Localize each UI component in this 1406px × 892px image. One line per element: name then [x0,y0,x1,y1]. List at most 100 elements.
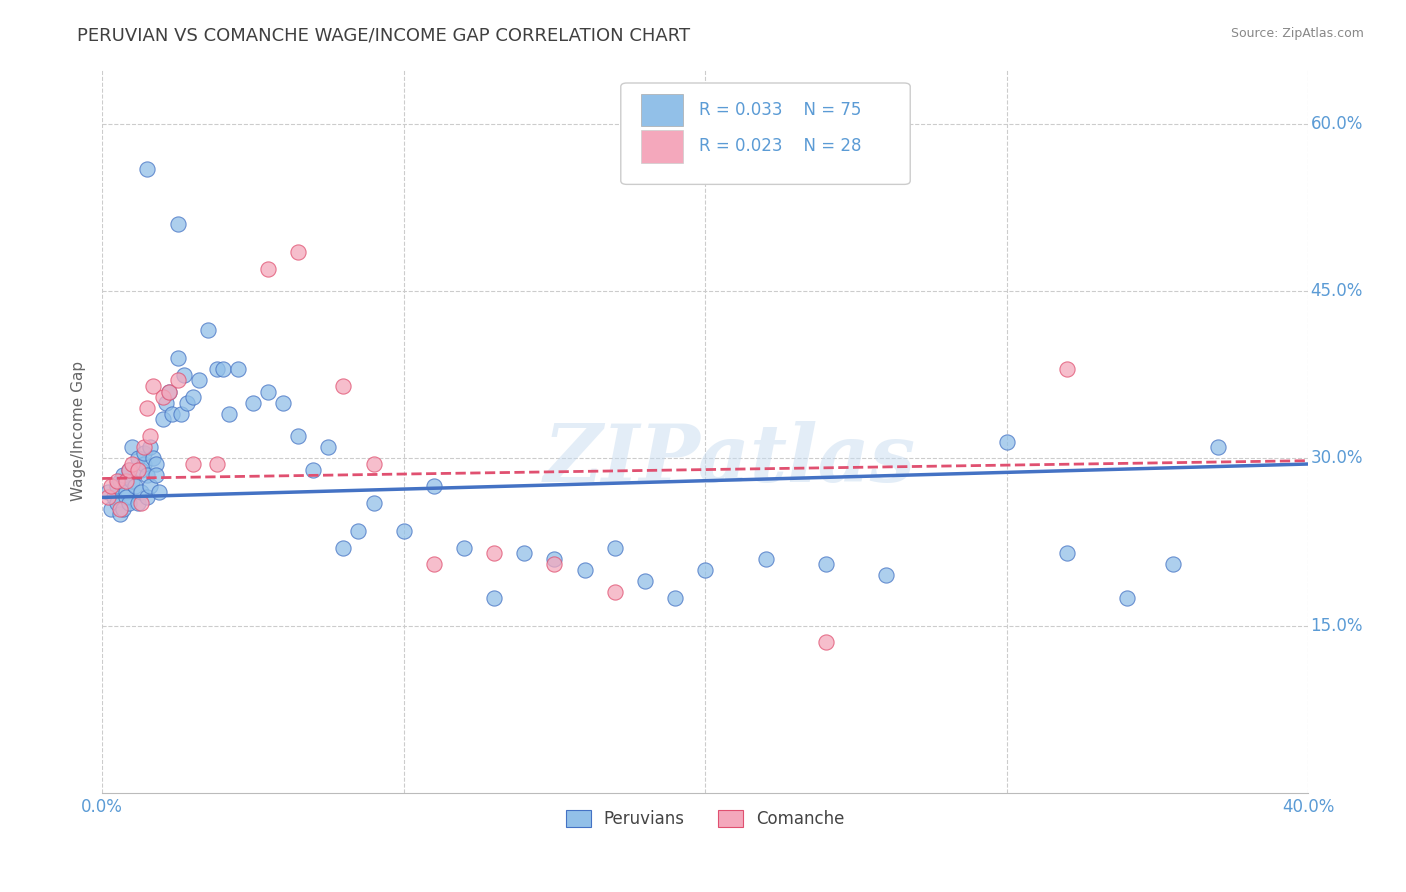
Point [173,368,195,382]
Point [332,541,354,555]
Point [127,462,149,476]
Point [139,479,162,493]
Point [754,551,776,566]
Point [142,451,165,466]
Point [142,379,165,393]
Point [115,474,138,488]
Point [363,496,385,510]
Point [105,474,128,488]
Point [181,390,204,404]
Point [166,374,188,388]
Point [634,574,657,588]
FancyBboxPatch shape [621,83,910,185]
Point [134,446,156,460]
Point [157,384,180,399]
Point [115,484,138,499]
Point [124,479,146,493]
Point [103,491,125,505]
Point [166,351,188,366]
Point [100,479,122,493]
Point [97,484,120,499]
Point [211,362,233,376]
Point [875,568,897,582]
Point [205,362,228,376]
Point [814,558,837,572]
Point [139,440,162,454]
Point [148,484,170,499]
Point [482,591,505,605]
Point [543,551,565,566]
Point [187,374,209,388]
Point [166,218,188,232]
Point [105,496,128,510]
Point [100,501,122,516]
Point [1206,440,1229,454]
Point [603,541,626,555]
Point [423,479,446,493]
Text: Source: ZipAtlas.com: Source: ZipAtlas.com [1230,27,1364,40]
Point [392,524,415,538]
Point [115,491,138,505]
Point [118,462,141,476]
Point [318,440,340,454]
Point [1056,546,1078,560]
Text: PERUVIAN VS COMANCHE WAGE/INCOME GAP CORRELATION CHART: PERUVIAN VS COMANCHE WAGE/INCOME GAP COR… [77,27,690,45]
Point [121,440,143,454]
Point [131,484,153,499]
Point [136,491,159,505]
Point [181,457,204,471]
Text: 30.0%: 30.0% [1310,450,1362,467]
Point [136,468,159,483]
Point [152,390,174,404]
Point [1116,591,1139,605]
Point [160,407,183,421]
Point [136,401,159,416]
Point [543,558,565,572]
Point [482,546,505,560]
Point [242,395,264,409]
Point [1056,362,1078,376]
Point [110,501,132,516]
Text: 15.0%: 15.0% [1310,616,1362,634]
Point [513,546,536,560]
Point [664,591,686,605]
Point [139,429,162,443]
Text: ZIPatlas: ZIPatlas [543,421,915,499]
Point [302,462,325,476]
Legend: Peruvians, Comanche: Peruvians, Comanche [558,804,852,835]
Point [134,457,156,471]
Point [97,491,120,505]
Point [105,479,128,493]
Point [287,245,309,260]
Y-axis label: Wage/Income Gap: Wage/Income Gap [72,360,86,500]
Point [121,457,143,471]
Text: 60.0%: 60.0% [1310,115,1362,133]
Point [134,440,156,454]
Point [197,323,219,337]
Point [363,457,385,471]
Point [995,434,1018,449]
Point [169,407,191,421]
Point [112,468,135,483]
Text: 45.0%: 45.0% [1310,283,1362,301]
Point [155,395,177,409]
Point [814,635,837,649]
Point [131,462,153,476]
Point [121,474,143,488]
Point [271,395,294,409]
Point [145,468,167,483]
Point [110,474,132,488]
Point [205,457,228,471]
Point [287,429,309,443]
Text: R = 0.033    N = 75: R = 0.033 N = 75 [699,101,862,119]
Point [176,395,198,409]
Point [695,563,717,577]
Point [603,585,626,599]
Point [127,451,149,466]
Point [118,496,141,510]
Point [226,362,249,376]
Point [127,496,149,510]
Point [136,161,159,176]
Point [1161,558,1184,572]
FancyBboxPatch shape [641,130,683,162]
